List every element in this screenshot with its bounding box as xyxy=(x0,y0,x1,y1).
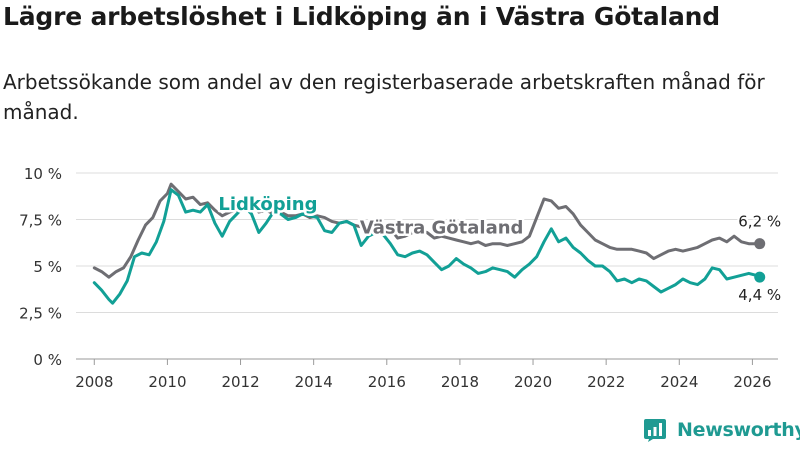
series-line-v-stra-g-taland xyxy=(92,182,762,279)
x-tick-label: 2024 xyxy=(660,373,698,391)
chart-subtitle: Arbetssökande som andel av den registerb… xyxy=(3,70,765,124)
chart-title: Lägre arbetslöshet i Lidköping än i Väst… xyxy=(3,2,720,31)
y-tick-label: 2,5 % xyxy=(19,305,62,323)
x-tick-label: 2022 xyxy=(587,373,625,391)
y-tick-label: 10 % xyxy=(24,165,62,183)
x-tick-label: 2012 xyxy=(221,373,259,391)
bar-chart-logo-icon xyxy=(644,419,666,442)
x-tick-label: 2026 xyxy=(733,373,771,391)
brand-name: Newsworthy xyxy=(677,419,800,441)
y-tick-label: 7,5 % xyxy=(19,212,62,230)
series xyxy=(92,182,766,305)
y-tick-label: 0 % xyxy=(33,351,62,369)
x-tick-label: 2020 xyxy=(514,373,552,391)
end-point-v-stra-g-taland xyxy=(754,238,766,250)
end-value-label-v-stra-g-taland: 6,2 % xyxy=(738,213,781,231)
x-tick-label: 2016 xyxy=(368,373,406,391)
series-line-lidk-ping xyxy=(92,188,762,305)
x-tick-label: 2014 xyxy=(295,373,333,391)
end-value-label-lidk-ping: 4,4 % xyxy=(738,286,781,304)
x-tick-label: 2018 xyxy=(441,373,479,391)
end-point-lidk-ping xyxy=(754,271,766,283)
x-tick-label: 2008 xyxy=(75,373,113,391)
series-label-v-stra-g-taland: Västra Götaland xyxy=(360,217,524,238)
labels: Västra Götaland Lidköping 6,2 % 4,4 % xyxy=(216,192,783,306)
series-label-lidk-ping: Lidköping xyxy=(218,194,317,215)
x-tick-label: 2010 xyxy=(148,373,186,391)
grid-lines xyxy=(76,172,778,360)
y-tick-label: 5 % xyxy=(33,258,62,276)
newsworthy-logo: Newsworthy xyxy=(644,418,800,442)
axes: 0 % 2,5 % 5 % 7,5 % 10 % 2008 2010 2012 2014 2016… xyxy=(19,165,771,391)
